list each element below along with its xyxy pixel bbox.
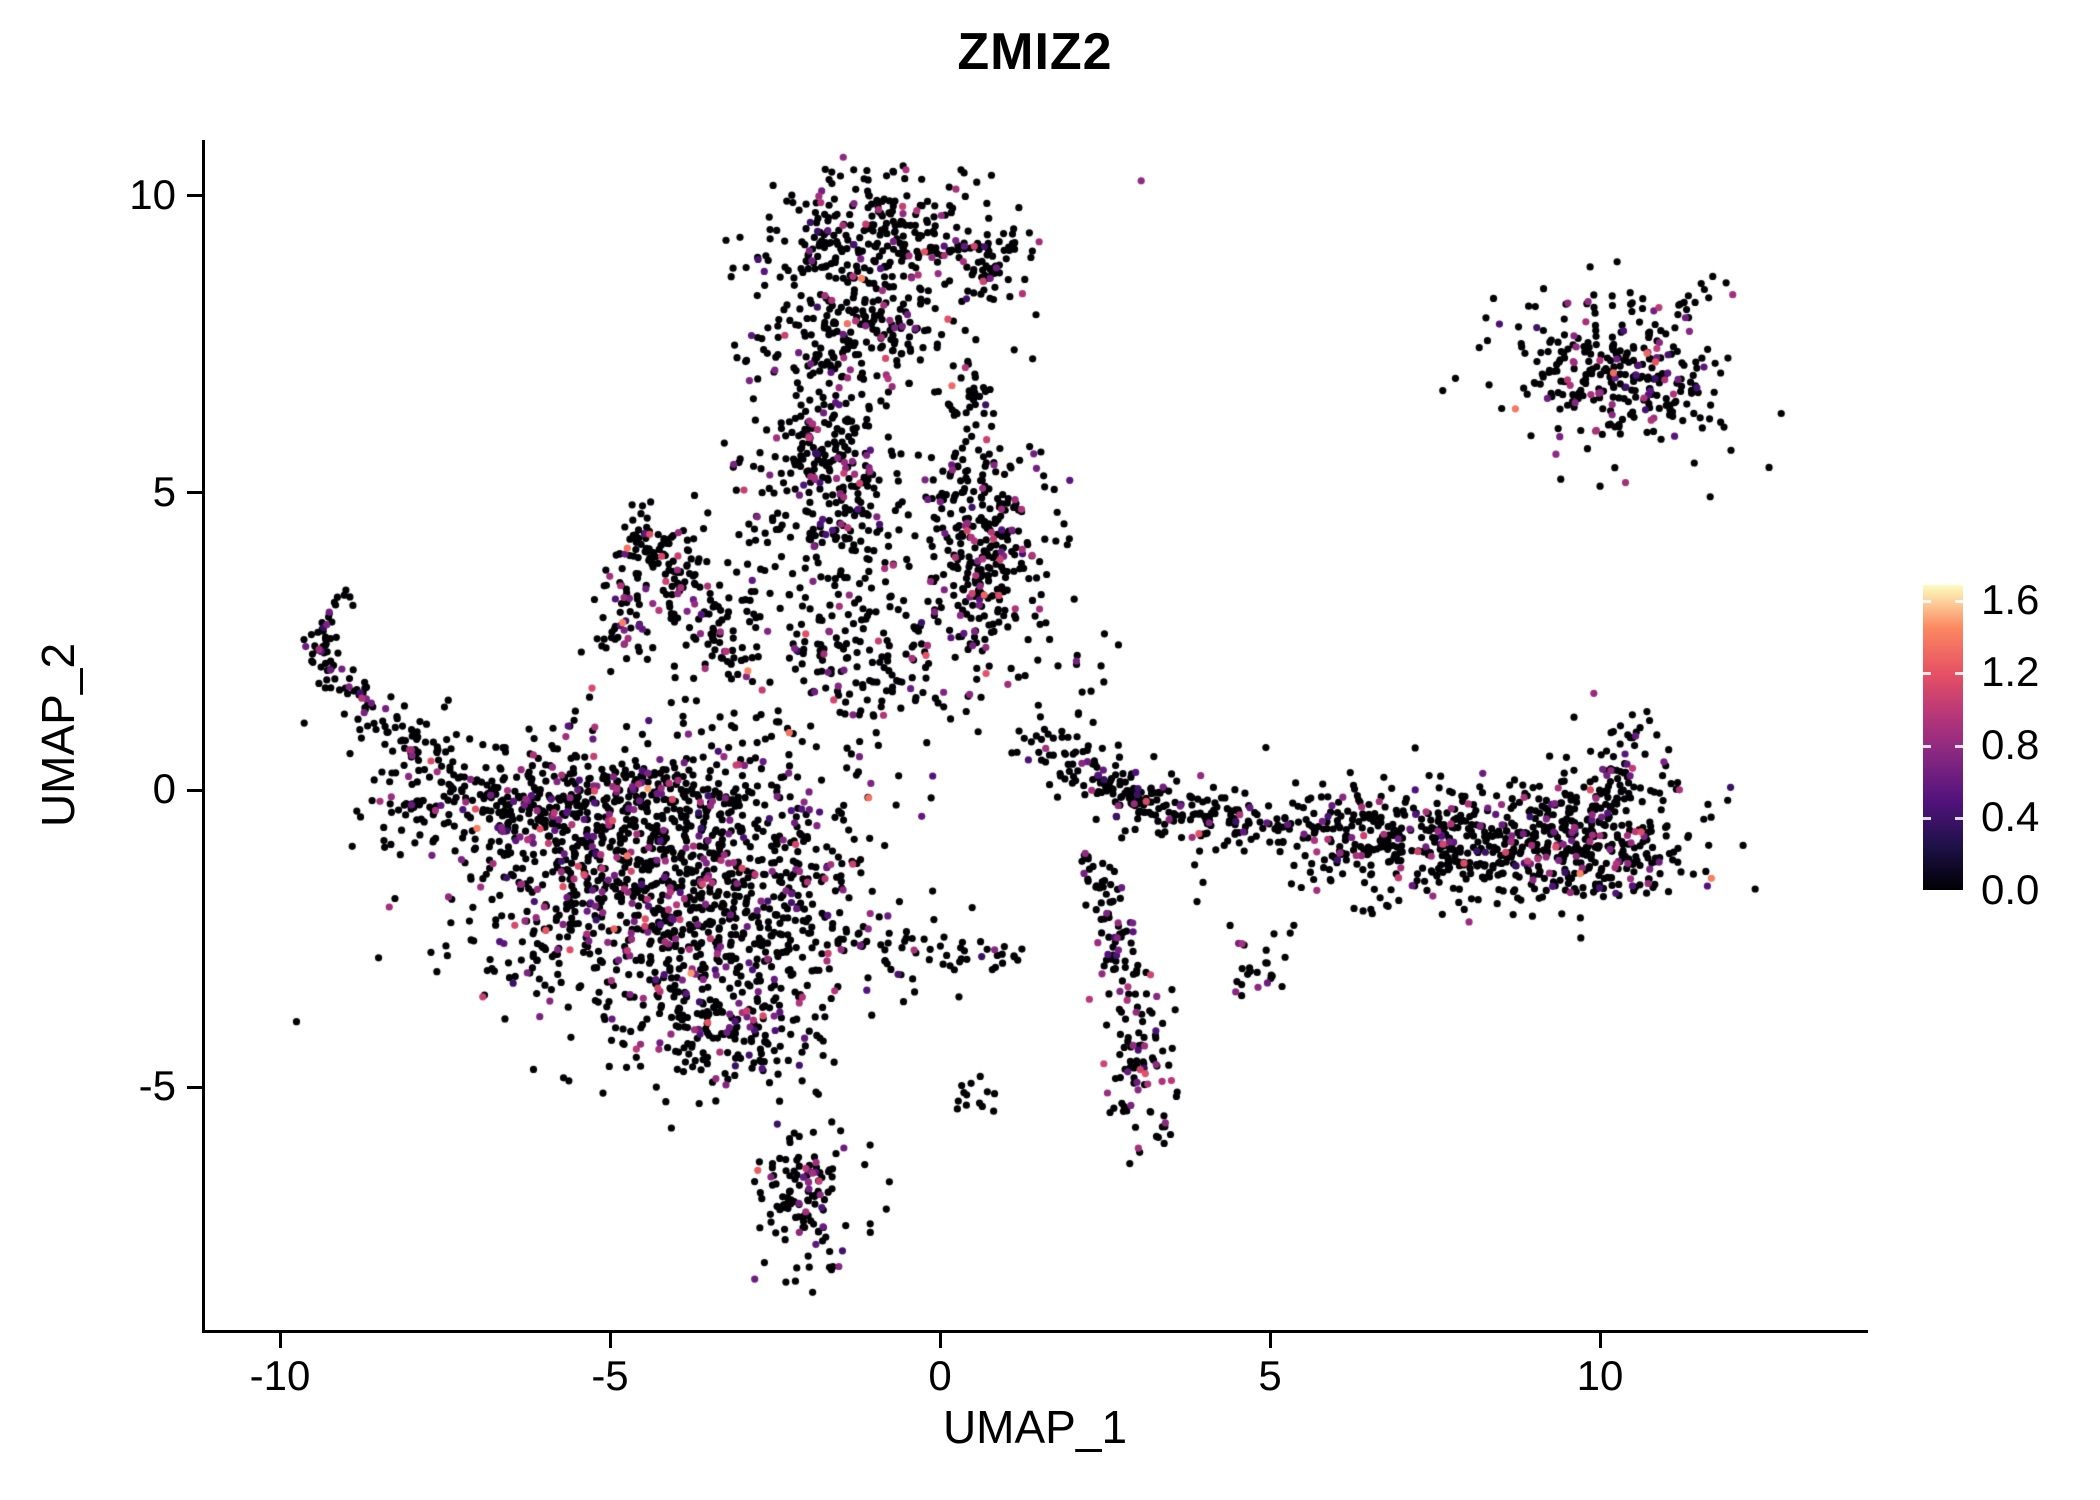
y-tick-mark — [187, 1086, 202, 1089]
x-tick-mark — [939, 1333, 942, 1348]
x-axis-line — [202, 1330, 1868, 1333]
x-tick-label: -5 — [591, 1352, 629, 1399]
x-tick-mark — [1599, 1333, 1602, 1348]
colorbar-tick — [1923, 817, 1931, 820]
x-tick-label: 5 — [1258, 1352, 1282, 1399]
y-axis-line — [202, 140, 205, 1333]
colorbar-gradient — [1923, 585, 1963, 890]
colorbar-tick — [1955, 600, 1963, 603]
plot-title: ZMIZ2 — [957, 23, 1113, 81]
colorbar-tick — [1955, 672, 1963, 675]
legend-tick-label: 0.4 — [1981, 793, 2040, 840]
legend-tick-label: 1.6 — [1981, 576, 2040, 623]
y-tick-label: -5 — [138, 1062, 176, 1109]
x-tick-label: 0 — [928, 1352, 952, 1399]
legend-tick-label: 1.2 — [1981, 648, 2040, 695]
colorbar-tick — [1923, 600, 1931, 603]
y-axis-label: UMAP_2 — [32, 642, 84, 828]
colorbar-tick — [1955, 817, 1963, 820]
colorbar-tick — [1923, 672, 1931, 675]
x-tick-label: 10 — [1576, 1352, 1624, 1399]
y-tick-label: 0 — [152, 765, 176, 812]
x-tick-mark — [609, 1333, 612, 1348]
x-tick-label: -10 — [249, 1352, 311, 1399]
x-tick-mark — [279, 1333, 282, 1348]
colorbar-tick — [1955, 745, 1963, 748]
x-tick-mark — [1269, 1333, 1272, 1348]
x-axis-label: UMAP_1 — [942, 1401, 1128, 1453]
y-tick-label: 5 — [152, 468, 176, 515]
legend-tick-label: 0.8 — [1981, 721, 2040, 768]
y-tick-mark — [187, 789, 202, 792]
y-tick-label: 10 — [129, 171, 176, 218]
legend-tick-label: 0.0 — [1981, 866, 2040, 913]
colorbar-tick — [1923, 745, 1931, 748]
y-tick-mark — [187, 194, 202, 197]
y-tick-mark — [187, 491, 202, 494]
